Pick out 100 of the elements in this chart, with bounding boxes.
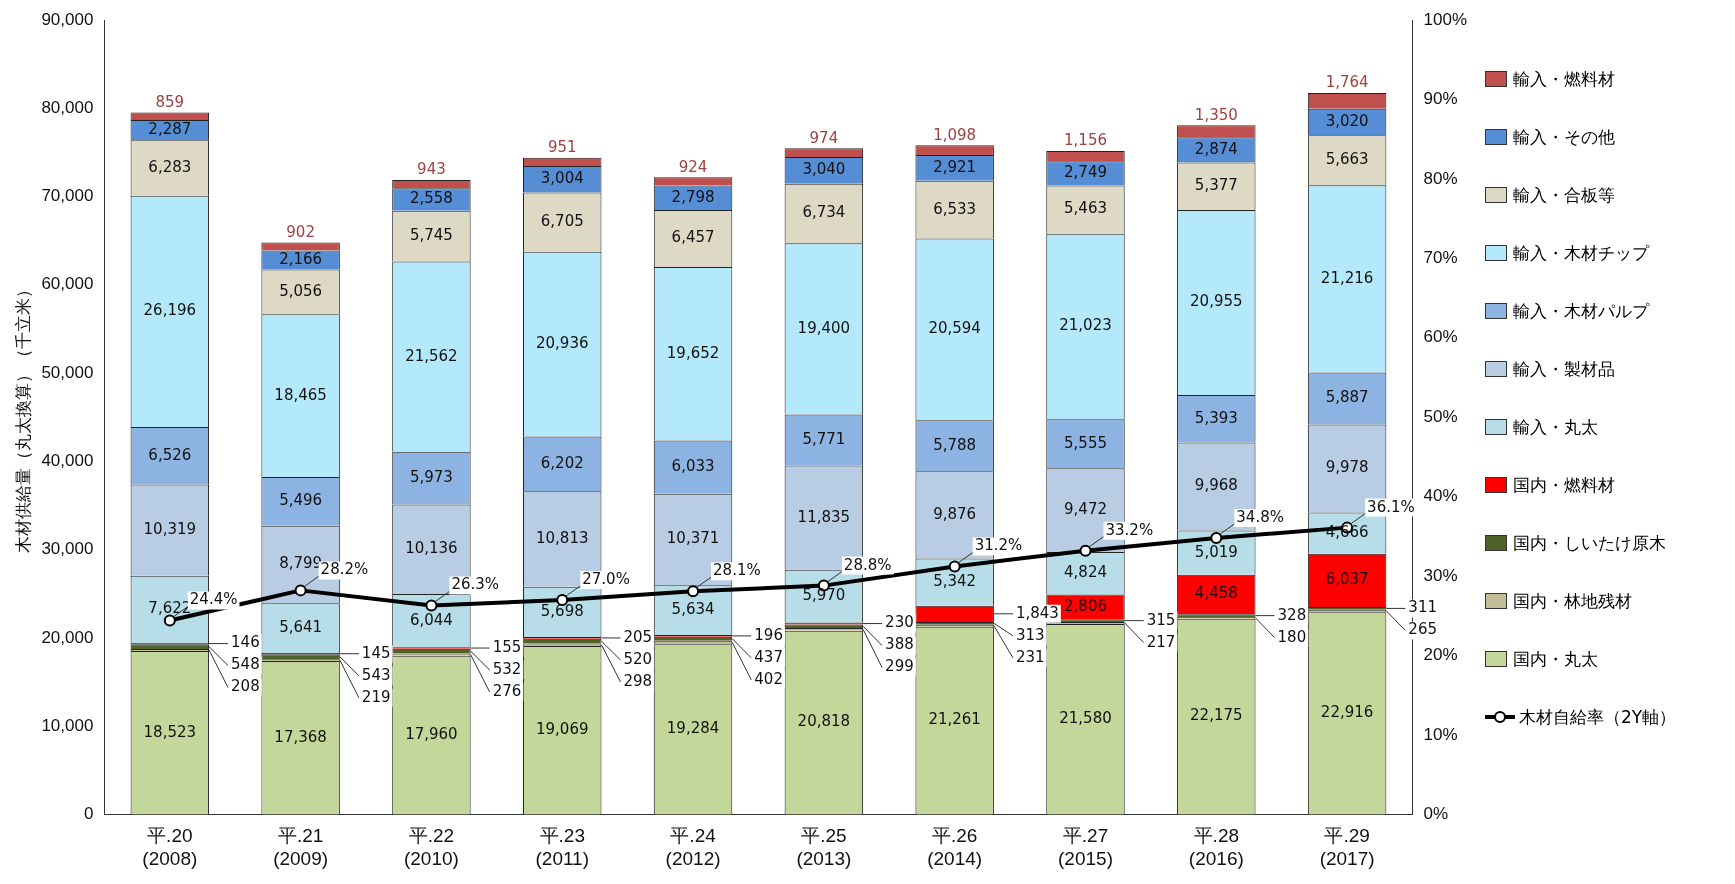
data-label: 5,393 (1194, 408, 1238, 427)
data-label: 402 (754, 669, 783, 688)
data-label: 6,044 (409, 610, 453, 629)
y-tick-label: 20,000 (41, 627, 94, 647)
y-tick-label: 40,000 (41, 451, 94, 471)
data-label: 5,973 (409, 468, 453, 487)
data-label: 5,634 (671, 600, 715, 619)
y2-tick-label: 20% (1423, 645, 1458, 665)
data-label: 155 (492, 637, 522, 656)
data-label: 2,874 (1194, 139, 1238, 158)
legend-label: 木材自給率（2Y軸） (1519, 705, 1677, 729)
data-label: 974 (809, 128, 839, 147)
data-label: 5,342 (933, 571, 977, 590)
data-label: 11,835 (797, 507, 851, 526)
y-tick-label: 50,000 (41, 362, 94, 382)
data-label: 298 (623, 671, 653, 690)
data-label: 311 (1408, 598, 1437, 617)
data-label: 24.4% (189, 590, 238, 609)
legend-label: 国内・しいたけ原木 (1513, 531, 1666, 555)
legend-label: 輸入・燃料材 (1513, 67, 1615, 91)
data-label: 388 (885, 635, 914, 654)
legend-label: 輸入・製材品 (1513, 357, 1615, 381)
data-label: 2,798 (671, 187, 715, 206)
data-label: 20,936 (535, 334, 589, 353)
data-label: 19,400 (797, 318, 851, 337)
data-label: 5,641 (279, 618, 323, 637)
data-label: 27.0% (582, 569, 630, 588)
legend-label: 輸入・その他 (1513, 125, 1615, 149)
data-label: 1,156 (1064, 131, 1107, 150)
data-label: 28.8% (843, 555, 892, 574)
data-label: 437 (754, 647, 783, 666)
data-label: 951 (547, 138, 577, 157)
data-label: 5,698 (540, 601, 584, 620)
data-label: 34.8% (1236, 507, 1284, 526)
data-label: 9,876 (933, 504, 977, 523)
data-label: 5,555 (1064, 433, 1107, 452)
data-label: 532 (492, 659, 522, 678)
data-label: 145 (361, 643, 391, 662)
data-label: 26,196 (143, 301, 197, 320)
y2-tick-label: 60% (1423, 327, 1458, 347)
x-tick-label: 平.24 (2012) (665, 825, 721, 869)
data-label: 22,916 (1320, 703, 1374, 722)
data-label: 6,705 (540, 212, 584, 231)
data-label: 5,745 (409, 226, 453, 245)
x-tick-label: 平.25 (2013) (796, 825, 852, 869)
data-label: 315 (1146, 610, 1176, 629)
y2-tick-label: 10% (1423, 724, 1458, 744)
data-label: 21,562 (405, 346, 458, 365)
data-label: 9,978 (1325, 458, 1369, 477)
data-label: 10,136 (405, 539, 458, 558)
x-tick-label: 平.21 (2009) (273, 825, 329, 869)
data-label: 230 (885, 613, 914, 632)
data-label: 180 (1277, 627, 1307, 646)
y-tick-label: 0 (83, 804, 94, 824)
legend-label: 輸入・合板等 (1513, 183, 1615, 207)
y-tick-label: 90,000 (41, 9, 94, 29)
legend-label: 輸入・木材パルプ (1513, 299, 1649, 323)
data-label: 10,319 (143, 520, 197, 539)
data-label: 6,202 (540, 453, 584, 472)
data-label: 33.2% (1105, 520, 1154, 539)
data-label: 19,284 (666, 719, 720, 738)
data-label: 231 (1015, 647, 1045, 666)
legend-label: 輸入・木材チップ (1513, 241, 1649, 265)
x-tick-label: 平.23 (2011) (535, 825, 589, 869)
data-label: 2,287 (148, 120, 192, 139)
data-label: 2,921 (933, 157, 977, 176)
data-label: 31.2% (974, 536, 1023, 555)
data-label: 6,037 (1325, 570, 1369, 589)
x-tick-label: 平.28 (2016) (1188, 825, 1244, 869)
data-label: 20,955 (1190, 292, 1243, 311)
data-label: 5,377 (1194, 176, 1238, 195)
legend-label: 国内・燃料材 (1513, 473, 1615, 497)
y2-tick-label: 0% (1423, 804, 1449, 824)
data-label: 20,818 (797, 712, 851, 731)
data-label: 5,463 (1064, 199, 1107, 218)
data-label: 21,216 (1320, 268, 1374, 287)
data-label: 6,033 (671, 457, 715, 476)
data-label: 5,887 (1325, 388, 1369, 407)
data-label: 6,283 (148, 157, 192, 176)
data-label: 859 (155, 92, 185, 111)
data-label: 2,806 (1064, 596, 1107, 615)
data-label: 5,663 (1325, 150, 1369, 169)
data-label: 902 (286, 222, 315, 241)
x-tick-label: 平.20 (2008) (142, 825, 198, 869)
data-label: 146 (231, 633, 260, 652)
data-label: 9,472 (1064, 499, 1107, 518)
data-label: 1,764 (1325, 73, 1369, 92)
data-label: 28.1% (713, 561, 761, 580)
data-label: 1,843 (1015, 603, 1059, 622)
data-label: 520 (623, 649, 653, 668)
data-label: 19,069 (535, 720, 589, 739)
data-label: 313 (1015, 625, 1045, 644)
legend-label: 国内・丸太 (1513, 647, 1598, 671)
data-label: 3,040 (802, 160, 846, 179)
data-label: 2,749 (1064, 163, 1107, 182)
data-label: 196 (754, 625, 783, 644)
data-label: 208 (231, 677, 260, 696)
x-tick-label: 平.29 (2017) (1319, 825, 1375, 869)
data-label: 17,368 (274, 727, 327, 746)
data-label: 22,175 (1190, 706, 1243, 725)
